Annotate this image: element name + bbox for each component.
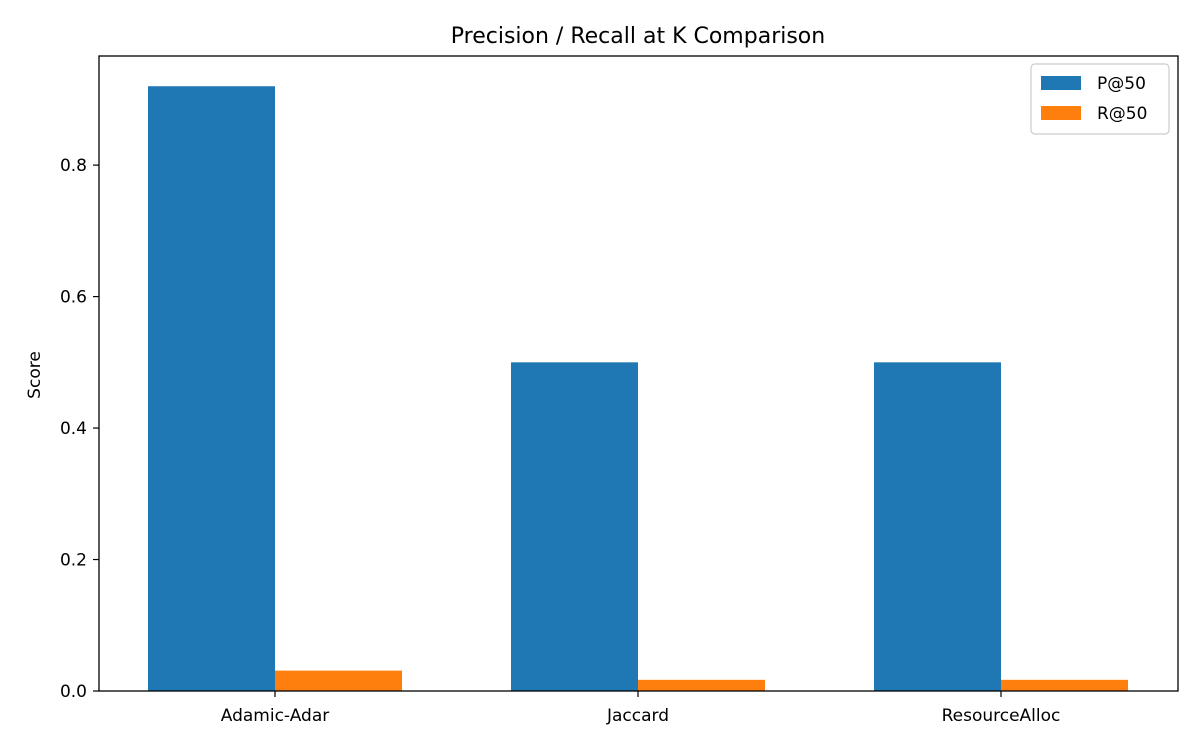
legend-swatch [1041, 106, 1081, 120]
bar-r50-resourcealloc [1001, 680, 1128, 691]
y-tick-label: 0.6 [60, 288, 87, 308]
legend-swatch [1041, 76, 1081, 90]
bar-r50-jaccard [638, 680, 765, 691]
bar-p50-jaccard [511, 362, 638, 691]
y-axis-label: Score [25, 351, 45, 399]
x-tick-label: Adamic-Adar [221, 706, 329, 726]
x-tick-label: Jaccard [606, 706, 669, 726]
legend-label: P@50 [1097, 74, 1146, 94]
chart-title: Precision / Recall at K Comparison [451, 24, 825, 49]
y-tick-label: 0.0 [60, 682, 87, 702]
legend-label: R@50 [1097, 104, 1147, 124]
y-tick-label: 0.2 [60, 551, 87, 571]
y-tick-label: 0.4 [60, 419, 87, 439]
bar-r50-adamic-adar [275, 671, 402, 691]
y-tick-label: 0.8 [60, 156, 87, 176]
bar-p50-adamic-adar [148, 86, 275, 691]
x-tick-label: ResourceAlloc [942, 706, 1061, 726]
bar-p50-resourcealloc [874, 362, 1001, 691]
legend: P@50 R@50 [1031, 64, 1169, 134]
